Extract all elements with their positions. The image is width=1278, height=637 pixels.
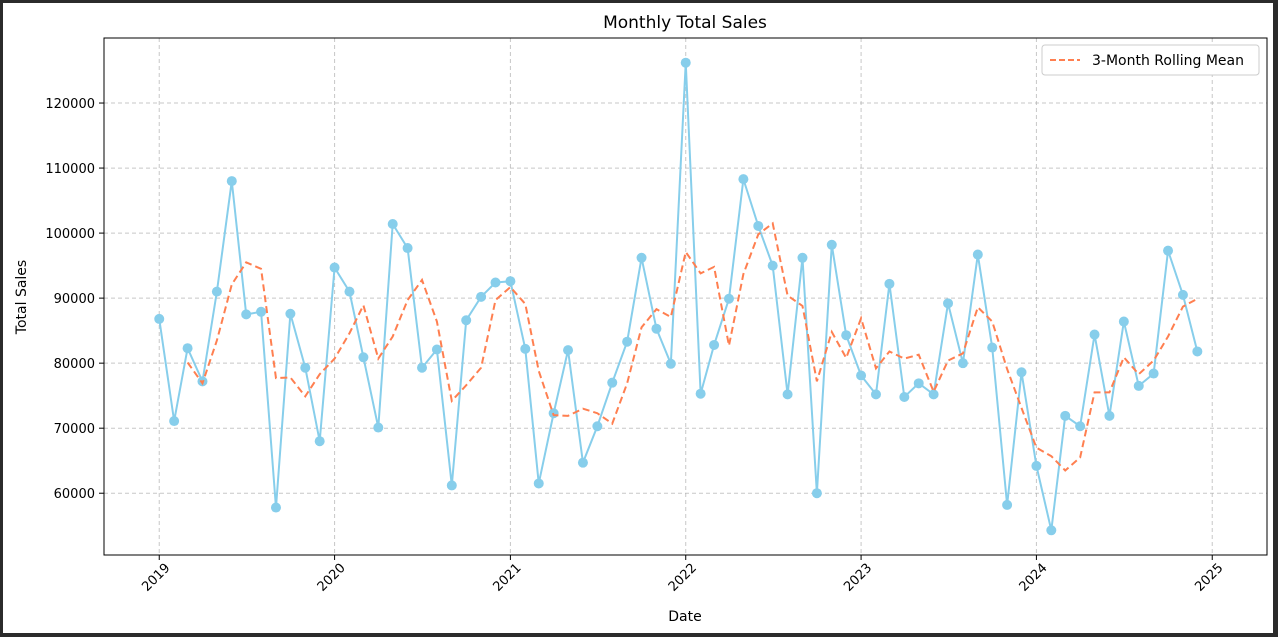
chart-frame: 2019 2020 2021 2022 2023 2024 2025 60000 70000 8…	[3, 3, 1273, 633]
sales-point	[577, 457, 588, 468]
sales-point	[256, 306, 267, 317]
sales-point	[505, 276, 516, 287]
sales-point	[211, 286, 222, 297]
sales-point	[1089, 329, 1100, 340]
sales-point	[461, 315, 472, 326]
sales-point	[490, 277, 501, 288]
sales-point	[709, 339, 720, 350]
sales-point	[1002, 499, 1013, 510]
sales-point	[417, 362, 428, 373]
sales-point	[154, 313, 165, 324]
sales-point	[1148, 368, 1159, 379]
sales-point	[446, 480, 457, 491]
sales-point	[520, 343, 531, 354]
sales-point	[1163, 245, 1174, 256]
sales-point	[270, 502, 281, 513]
sales-point	[665, 358, 676, 369]
sales-point	[899, 391, 910, 402]
y-tick-label: 60000	[54, 487, 95, 502]
sales-point	[1075, 421, 1086, 432]
sales-point	[533, 478, 544, 489]
sales-point	[1118, 316, 1129, 327]
line-chart: 2019 2020 2021 2022 2023 2024 2025 60000 70000 8…	[14, 13, 1268, 625]
sales-point	[782, 389, 793, 400]
sales-point	[636, 252, 647, 263]
sales-point	[957, 358, 968, 369]
sales-point	[607, 377, 618, 388]
sales-point	[1046, 525, 1057, 536]
y-tick-label: 70000	[54, 422, 95, 437]
sales-point	[1192, 346, 1203, 357]
sales-point	[592, 421, 603, 432]
sales-point	[1177, 289, 1188, 300]
chart-title: Monthly Total Sales	[603, 13, 767, 33]
grid-lines	[104, 38, 1267, 555]
sales-point	[987, 342, 998, 353]
x-tick-label: 2024	[1017, 561, 1051, 595]
sales-point	[402, 243, 413, 254]
sales-point	[738, 174, 749, 185]
sales-point	[884, 278, 895, 289]
series-layer	[154, 57, 1203, 536]
sales-point	[431, 344, 442, 355]
sales-point	[856, 370, 867, 381]
sales-point	[1133, 380, 1144, 391]
sales-point	[241, 309, 252, 320]
x-tick-label: 2025	[1192, 561, 1226, 595]
sales-point	[1104, 410, 1115, 421]
x-axis-ticks: 2019 2020 2021 2022 2023 2024 2025	[139, 555, 1226, 595]
x-tick-label: 2023	[841, 561, 875, 595]
sales-point	[811, 488, 822, 499]
x-tick-label: 2021	[491, 561, 525, 595]
sales-point	[329, 262, 340, 273]
sales-point	[913, 378, 924, 389]
sales-point	[344, 286, 355, 297]
sales-line	[158, 62, 1199, 531]
sales-point	[753, 220, 764, 231]
y-tick-label: 120000	[45, 97, 95, 112]
sales-point	[387, 218, 398, 229]
sales-point	[182, 343, 193, 354]
sales-point	[314, 436, 325, 447]
sales-point	[226, 176, 237, 187]
sales-point	[651, 323, 662, 334]
sales-point	[870, 389, 881, 400]
y-axis-ticks: 60000 70000 80000 90000 100000 110000 120000	[45, 97, 104, 502]
sales-point	[622, 336, 633, 347]
y-tick-label: 110000	[45, 162, 95, 177]
sales-point	[563, 345, 574, 356]
sales-point	[767, 260, 778, 271]
sales-point	[826, 239, 837, 250]
y-axis-label: Total Sales	[14, 260, 30, 335]
sales-point	[285, 308, 296, 319]
sales-point	[972, 249, 983, 260]
y-tick-label: 100000	[45, 227, 95, 242]
sales-point	[1060, 410, 1071, 421]
x-tick-label: 2019	[139, 561, 173, 595]
sales-point	[797, 252, 808, 263]
sales-point	[841, 330, 852, 341]
sales-point	[373, 422, 384, 433]
legend-box	[1041, 44, 1260, 76]
sales-point	[358, 352, 369, 363]
rolling-mean-line	[186, 221, 1198, 472]
sales-point	[928, 389, 939, 400]
x-axis-label: Date	[668, 609, 701, 625]
y-tick-label: 90000	[54, 292, 95, 307]
sales-point	[169, 416, 180, 427]
legend: 3-Month Rolling Mean	[1041, 44, 1260, 76]
sales-point	[723, 293, 734, 304]
sales-point	[943, 298, 954, 309]
sales-point	[695, 388, 706, 399]
x-tick-label: 2022	[666, 561, 700, 595]
sales-point	[1016, 367, 1027, 378]
x-tick-label: 2020	[315, 561, 349, 595]
sales-point	[1031, 460, 1042, 471]
sales-point	[476, 291, 487, 302]
y-tick-label: 80000	[54, 357, 95, 372]
sales-point	[300, 362, 311, 373]
legend-label-rolling-mean: 3-Month Rolling Mean	[1092, 53, 1244, 69]
sales-point	[680, 57, 691, 68]
